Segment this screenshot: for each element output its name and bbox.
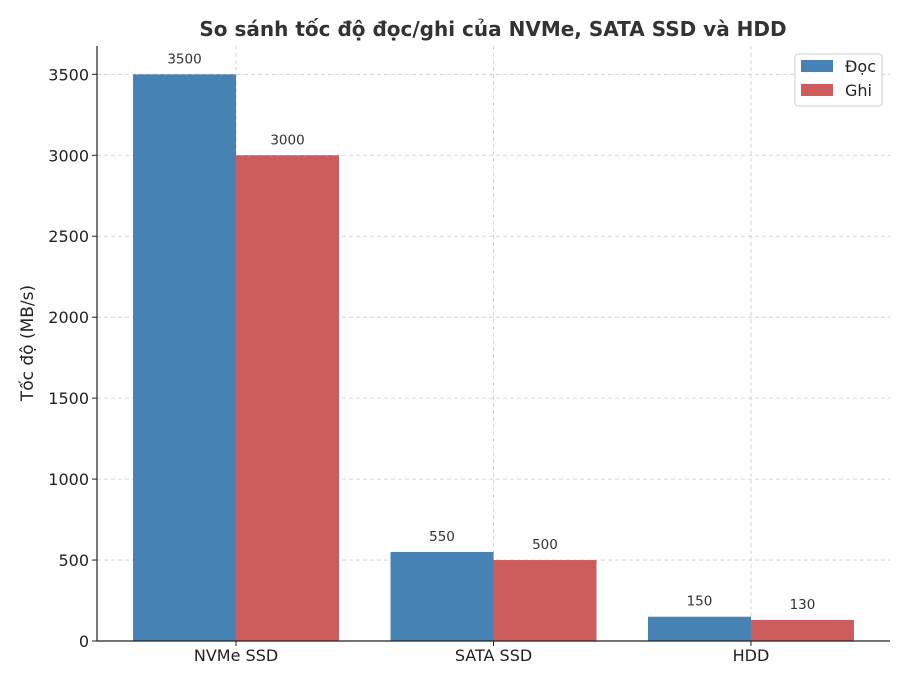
bar-read [647, 616, 751, 641]
data-label: 3500 [167, 51, 201, 67]
y-tick-label: 3500 [48, 65, 89, 84]
legend: Đọc Ghi [794, 53, 883, 107]
bar-read [133, 74, 237, 642]
y-tick-label: 500 [58, 551, 89, 570]
axes: 0 500 1000 1500 2000 2500 3000 3500 NVMe SSD SATA… [48, 46, 890, 665]
bar-read [390, 551, 494, 641]
data-label: 130 [790, 597, 816, 613]
x-tick-label: SATA SSD [455, 646, 532, 665]
data-label: 500 [532, 537, 558, 553]
x-tick-label: HDD [733, 646, 770, 665]
bar-write [750, 619, 854, 641]
x-tick-label: NVMe SSD [194, 646, 278, 665]
legend-swatch [801, 60, 833, 72]
y-tick-label: 3000 [48, 146, 89, 165]
bars: 3500 550 150 3000 500 130 [133, 51, 854, 642]
legend-label: Đọc [845, 57, 876, 76]
y-tick-label: 0 [79, 632, 89, 651]
y-tick-label: 2000 [48, 308, 89, 327]
bar-write [236, 155, 340, 642]
data-label: 550 [429, 529, 455, 545]
data-label: 3000 [270, 132, 304, 148]
chart-title: So sánh tốc độ đọc/ghi của NVMe, SATA SS… [199, 17, 786, 41]
bar-write [493, 560, 597, 641]
y-tick-label: 2500 [48, 227, 89, 246]
y-tick-label: 1500 [48, 389, 89, 408]
data-label: 150 [687, 594, 713, 610]
y-tick-label: 1000 [48, 470, 89, 489]
legend-label: Ghi [845, 81, 872, 100]
y-axis-label: Tốc độ (MB/s) [17, 285, 38, 402]
legend-swatch [801, 84, 833, 96]
